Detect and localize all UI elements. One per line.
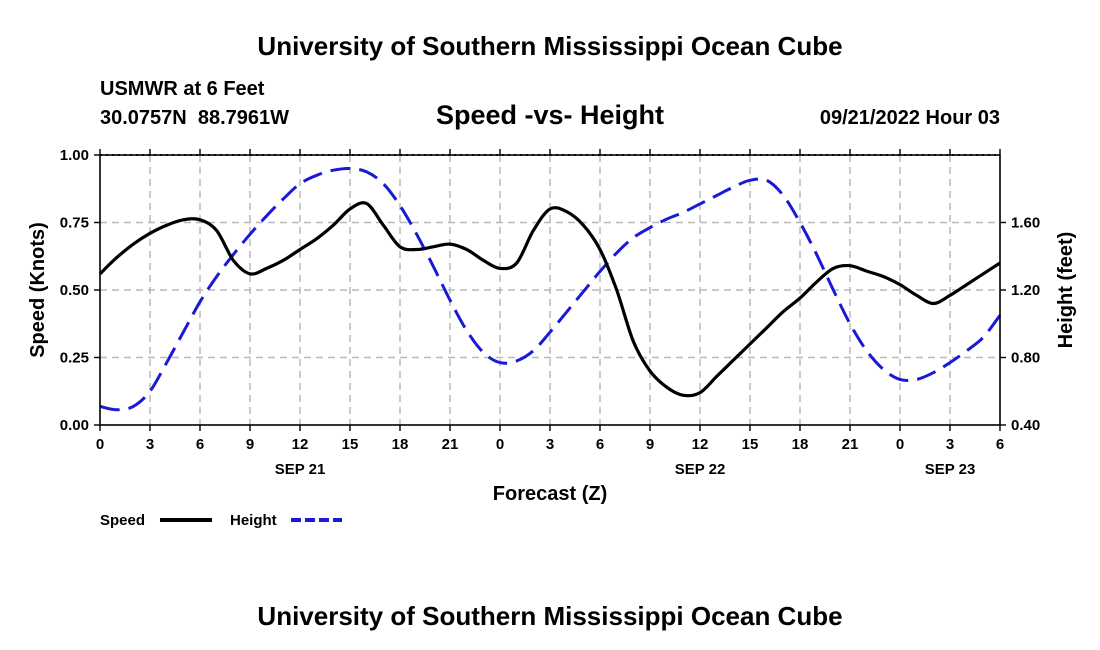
x-tick-label: 12 [292, 436, 309, 453]
chart-title: Speed -vs- Height [436, 100, 664, 130]
axis-ticks: 0 3 6 9 12 15 18 21 0 3 6 9 12 15 18 21 0 3 6 SEP 21 SEP 22 S… [60, 147, 1040, 478]
x-tick-label: 15 [342, 436, 359, 453]
y-tick-label: 1.00 [60, 147, 89, 164]
grid-lines [100, 155, 1000, 425]
series-lines [98, 166, 1002, 412]
y-tick-label: 0.50 [60, 282, 89, 299]
station-label: USMWR at 6 Feet [100, 78, 265, 100]
y-tick-label: 0.25 [60, 350, 89, 367]
forecast-datetime: 09/21/2022 Hour 03 [820, 107, 1000, 129]
top-title: University of Southern Mississippi Ocean… [257, 31, 842, 61]
y2-tick-label: 1.20 [1011, 282, 1040, 299]
legend: Speed Height [100, 512, 342, 529]
x-tick-label: 0 [896, 436, 904, 453]
x-tick-label: 18 [792, 436, 809, 453]
legend-speed-label: Speed [100, 512, 145, 529]
x-tick-label: 3 [546, 436, 554, 453]
x-tick-label: 9 [246, 436, 254, 453]
bottom-title: University of Southern Mississippi Ocean… [257, 601, 842, 631]
y2-tick-label: 0.40 [1011, 417, 1040, 434]
x-tick-label: 3 [946, 436, 954, 453]
x-day-label: SEP 22 [675, 461, 726, 478]
x-tick-label: 18 [392, 436, 409, 453]
x-tick-label: 3 [146, 436, 154, 453]
speed-series-line [98, 201, 1001, 398]
x-tick-label: 21 [842, 436, 859, 453]
station-coords: 30.0757N 88.7961W [100, 107, 289, 129]
height-series-line [99, 166, 1002, 412]
y-tick-label: 0.00 [60, 417, 89, 434]
x-tick-label: 0 [96, 436, 104, 453]
y-tick-label: 0.75 [60, 215, 89, 232]
x-tick-label: 9 [646, 436, 654, 453]
x-tick-label: 6 [996, 436, 1004, 453]
x-day-label: SEP 21 [275, 461, 326, 478]
legend-height-label: Height [230, 512, 277, 529]
y2-axis-title: Height (feet) [1055, 232, 1077, 349]
x-axis-title: Forecast (Z) [493, 483, 607, 505]
y2-tick-label: 1.60 [1011, 215, 1040, 232]
x-tick-label: 15 [742, 436, 759, 453]
y-axis-title: Speed (Knots) [27, 222, 49, 358]
x-tick-label: 21 [442, 436, 459, 453]
x-tick-label: 6 [196, 436, 204, 453]
x-tick-label: 0 [496, 436, 504, 453]
x-day-label: SEP 23 [925, 461, 976, 478]
x-tick-label: 12 [692, 436, 709, 453]
y2-tick-label: 0.80 [1011, 350, 1040, 367]
x-tick-label: 6 [596, 436, 604, 453]
